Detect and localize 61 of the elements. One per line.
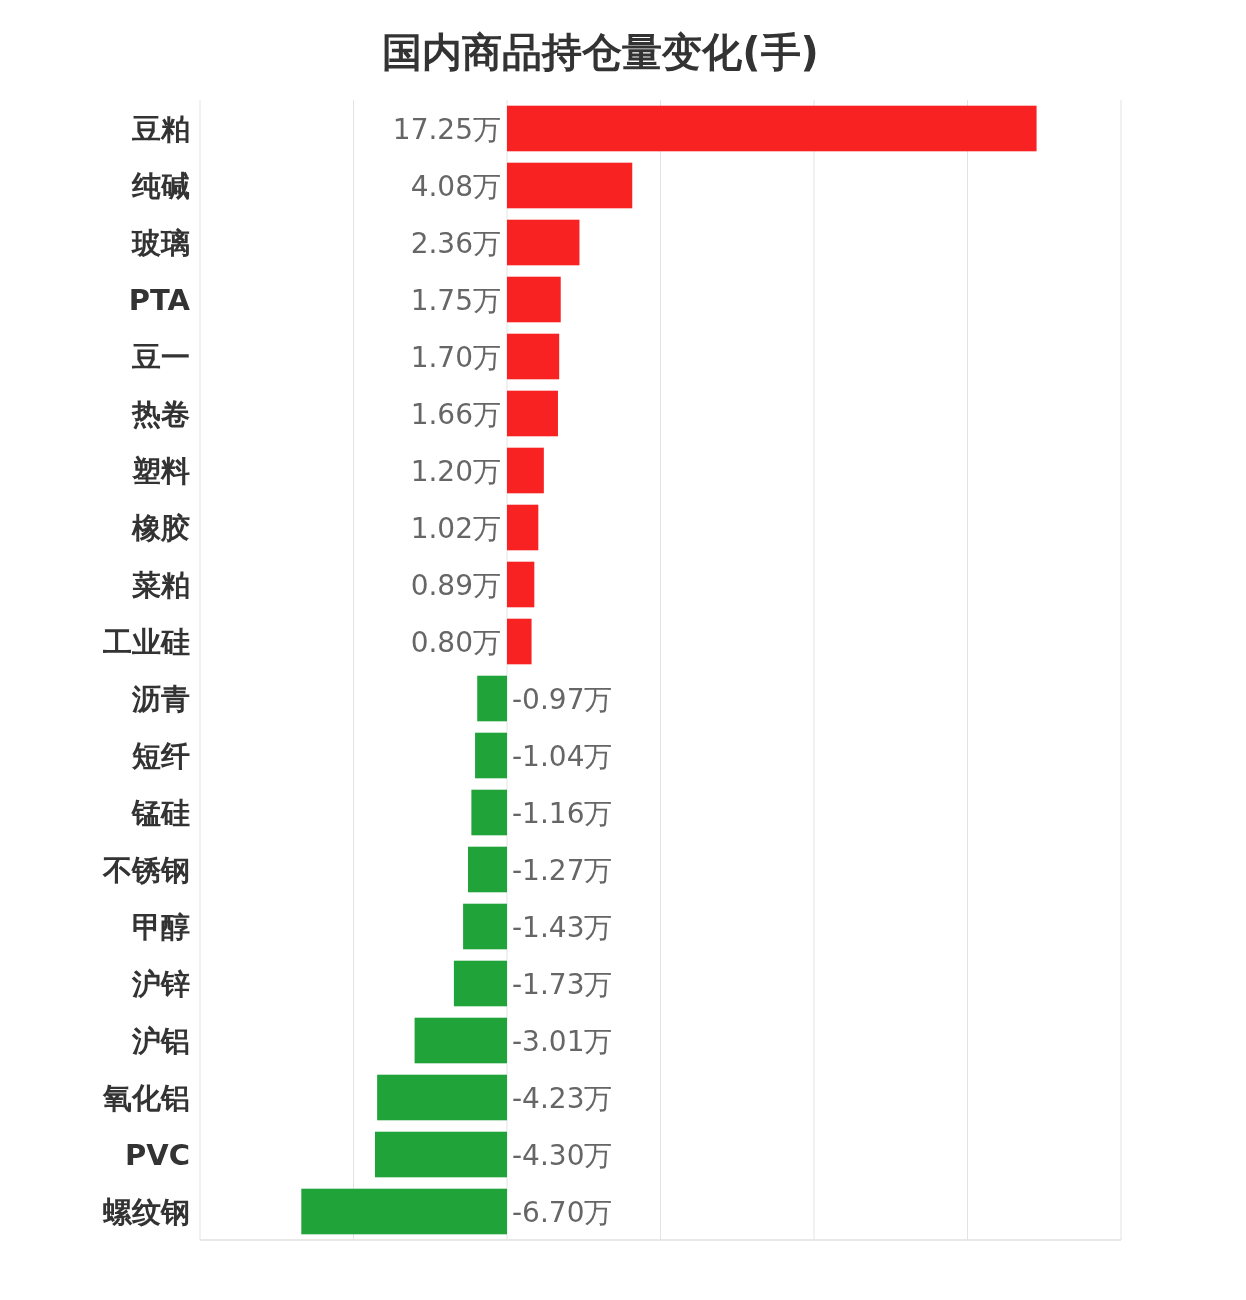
chart-title: 国内商品持仓量变化(手) [382,29,819,75]
bar [301,1188,507,1235]
bar [468,846,507,893]
data-label: 4.08万 [410,169,501,203]
y-tick-label: 沥青 [131,681,190,716]
y-tick-label: 沪锌 [131,966,190,1001]
data-label: 0.89万 [410,568,501,602]
y-tick-label: 甲醇 [132,909,190,944]
bar [507,219,580,266]
y-tick-label: 塑料 [131,453,190,488]
y-tick-label: 橡胶 [131,510,190,545]
data-label: 1.02万 [410,511,501,545]
data-label: 17.25万 [392,112,501,146]
bar [477,675,507,722]
bar [471,789,507,836]
data-label: -4.23万 [512,1081,613,1115]
data-label: 2.36万 [410,226,501,260]
data-label: -0.97万 [512,682,613,716]
bar [507,561,535,608]
data-label: -3.01万 [512,1024,613,1058]
bar [475,732,507,779]
data-label: -1.27万 [512,853,613,887]
data-label: -1.43万 [512,910,613,944]
y-tick-label: 菜粕 [131,567,190,602]
data-label: 1.66万 [410,397,501,431]
bar [507,504,539,551]
bar [507,162,633,209]
bar [507,618,532,665]
bar [507,333,560,380]
data-label: 1.75万 [410,283,501,317]
data-label: -1.73万 [512,967,613,1001]
y-tick-label: 热卷 [131,396,190,431]
y-tick-label: 玻璃 [131,225,190,260]
bar [374,1131,507,1178]
y-tick-label: 不锈钢 [102,852,190,887]
bar [507,105,1037,152]
y-tick-label: PTA [128,282,191,317]
y-tick-label: 工业硅 [102,624,190,659]
y-tick-label: 短纤 [131,738,190,773]
bar [453,960,507,1007]
data-label: -6.70万 [512,1195,613,1229]
bar [377,1074,507,1121]
data-label: 1.70万 [410,340,501,374]
y-tick-label: 豆一 [131,339,190,374]
y-tick-label: 螺纹钢 [102,1194,190,1229]
y-tick-label: PVC [125,1137,190,1172]
y-tick-label: 纯碱 [131,168,190,203]
y-tick-label: 沪铝 [131,1023,190,1058]
data-label: -1.16万 [512,796,613,830]
y-tick-label: 锰硅 [131,795,190,830]
data-label: 0.80万 [410,625,501,659]
bar [507,390,558,437]
data-label: -4.30万 [512,1138,613,1172]
y-tick-label: 豆粕 [131,111,190,146]
data-label: -1.04万 [512,739,613,773]
bar [463,903,507,950]
bar [507,276,561,323]
bar [507,447,544,494]
y-tick-label: 氧化铝 [102,1080,190,1115]
data-label: 1.20万 [410,454,501,488]
bar [414,1017,507,1064]
